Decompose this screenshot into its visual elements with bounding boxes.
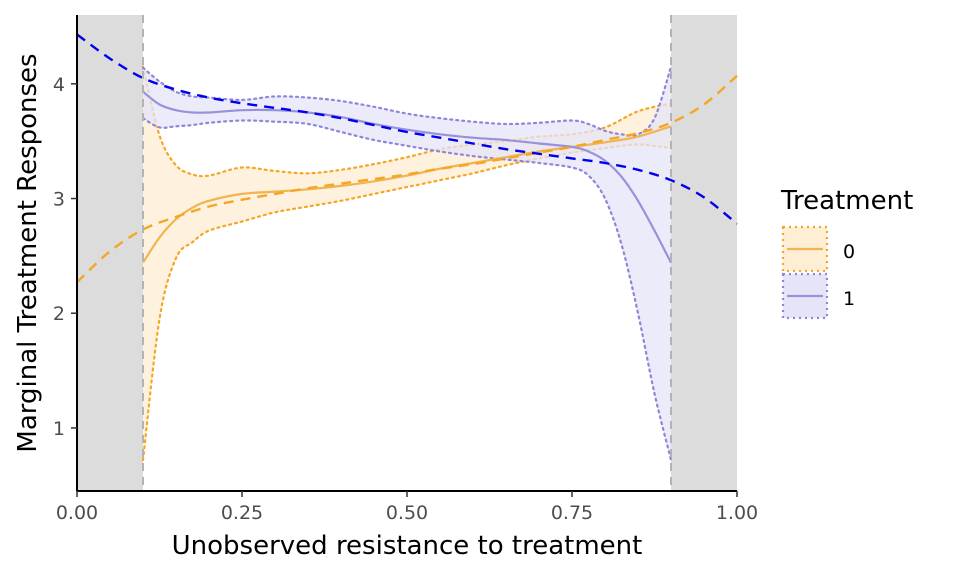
tick-labels: 0.00 0.25 0.50 0.75 1.00 1 2 3 4 (53, 74, 758, 524)
parametric-line-1 (76, 33, 738, 225)
mtr-lines (76, 33, 738, 284)
legend-label-1: 1 (843, 288, 855, 310)
legend-label-0: 0 (843, 241, 855, 263)
excluded-region-1 (671, 15, 737, 491)
band-fill-1 (143, 66, 671, 460)
y-tick-label-1: 2 (53, 303, 65, 325)
band-upper-0 (141, 65, 673, 178)
band-upper-1 (141, 65, 673, 137)
band-lower-1 (141, 117, 673, 462)
x-tick-label-4: 1.00 (716, 502, 758, 524)
x-tick-label-1: 0.25 (221, 502, 263, 524)
y-tick-label-0: 1 (53, 418, 65, 440)
confidence-bands (141, 65, 673, 462)
parametric-line-0 (76, 74, 738, 284)
legend: Treatment 0 1 (780, 186, 913, 320)
x-axis-title: Unobserved resistance to treatment (172, 531, 643, 561)
x-tick-label-2: 0.50 (386, 502, 428, 524)
y-tick-label-3: 4 (53, 74, 65, 96)
excluded-region-0 (77, 15, 143, 491)
y-tick-label-2: 3 (53, 189, 65, 211)
y-axis-title: Marginal Treatment Responses (13, 53, 43, 452)
axes (71, 15, 738, 497)
legend-keys (781, 225, 829, 320)
reference-lines (142, 15, 672, 491)
x-tick-label-3: 0.75 (551, 502, 593, 524)
legend-title: Treatment (780, 186, 913, 216)
x-tick-label-0: 0.00 (56, 502, 98, 524)
plot-background (77, 15, 737, 491)
mtr-line-1 (142, 90, 672, 264)
